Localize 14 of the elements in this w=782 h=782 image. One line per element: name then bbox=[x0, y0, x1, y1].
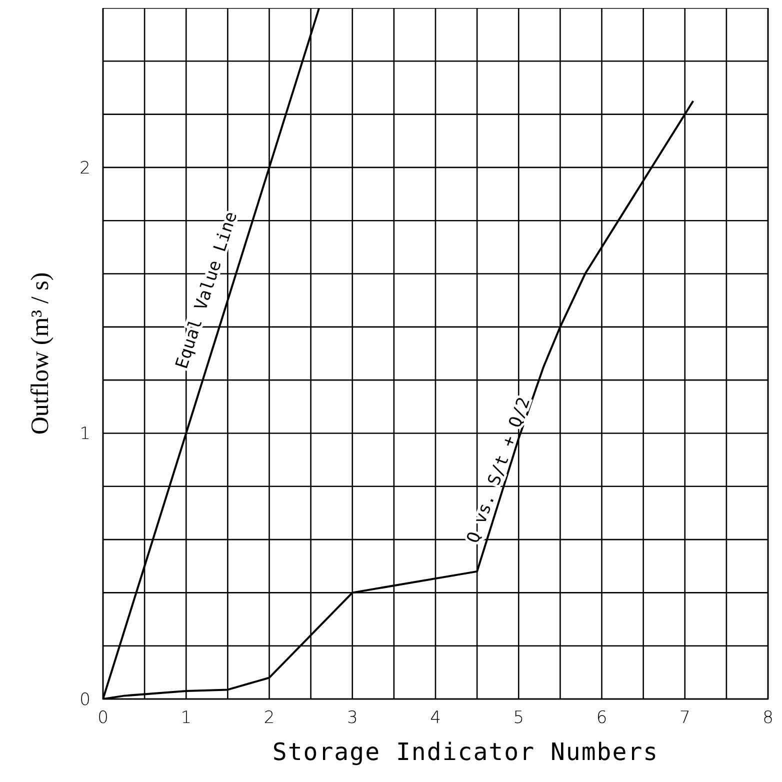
x-tick-label: 3 bbox=[346, 708, 358, 728]
y-tick-label: 2 bbox=[80, 158, 90, 178]
x-tick-label: 8 bbox=[762, 708, 774, 728]
x-tick-label: 5 bbox=[513, 708, 524, 728]
x-tick-label: 2 bbox=[264, 708, 275, 728]
x-axis-title: Storage Indicator Numbers bbox=[272, 738, 659, 766]
y-tick-label: 0 bbox=[80, 690, 90, 710]
x-tick-label: 7 bbox=[679, 708, 690, 728]
x-tick-label: 4 bbox=[430, 708, 441, 728]
x-tick-label: 1 bbox=[180, 708, 192, 728]
x-tick-label: 0 bbox=[98, 708, 108, 728]
y-tick-label: 1 bbox=[80, 424, 90, 444]
x-tick-label: 6 bbox=[596, 708, 608, 728]
y-axis-title: Outflow (m³ / s) bbox=[27, 272, 54, 435]
